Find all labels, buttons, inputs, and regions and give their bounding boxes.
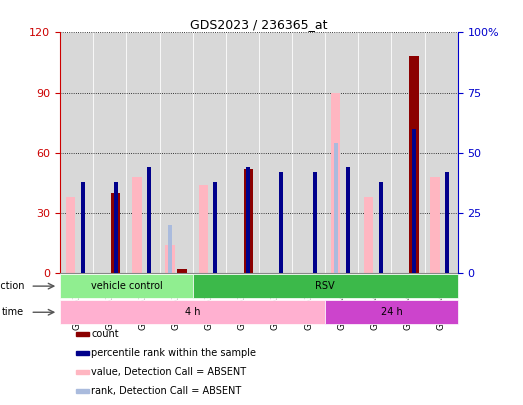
Bar [292,32,325,273]
Bar [60,301,325,324]
Bar [425,32,458,273]
Text: time: time [2,307,25,317]
Bar [334,143,338,273]
Bar [147,167,151,273]
Text: vehicle control: vehicle control [90,281,162,291]
Bar [76,370,89,374]
Bar [76,333,89,337]
Text: value, Detection Call = ABSENT: value, Detection Call = ABSENT [92,367,246,377]
Text: percentile rank within the sample: percentile rank within the sample [92,348,256,358]
Bar [331,93,340,273]
Bar [279,172,283,273]
Bar [66,197,75,273]
Bar [177,269,187,273]
Bar [165,245,175,273]
Bar [132,177,142,273]
Bar [76,351,89,355]
Bar [410,56,418,273]
Bar [412,129,416,273]
Bar [246,167,251,273]
Bar [226,32,259,273]
Bar [445,172,449,273]
Bar [244,169,253,273]
Text: 24 h: 24 h [381,307,402,317]
Bar [313,172,316,273]
Bar [81,181,85,273]
Bar [346,167,350,273]
Bar [364,197,373,273]
Text: 4 h: 4 h [185,307,200,317]
Bar [358,32,391,273]
Bar [325,32,358,273]
Bar [213,181,217,273]
Bar [127,32,160,273]
Bar [259,32,292,273]
Bar [391,32,425,273]
Bar [114,181,118,273]
Bar [192,274,458,298]
Bar [93,32,127,273]
Bar [60,32,93,273]
Bar [325,301,458,324]
Bar [192,32,226,273]
Text: RSV: RSV [315,281,335,291]
Text: infection: infection [0,281,25,291]
Bar [111,193,120,273]
Bar [430,177,440,273]
Bar [199,185,208,273]
Bar [168,225,172,273]
Bar [76,389,89,393]
Bar [379,181,383,273]
Bar [60,274,192,298]
Bar [160,32,192,273]
Text: count: count [92,329,119,339]
Title: GDS2023 / 236365_at: GDS2023 / 236365_at [190,18,327,31]
Text: rank, Detection Call = ABSENT: rank, Detection Call = ABSENT [92,386,242,396]
